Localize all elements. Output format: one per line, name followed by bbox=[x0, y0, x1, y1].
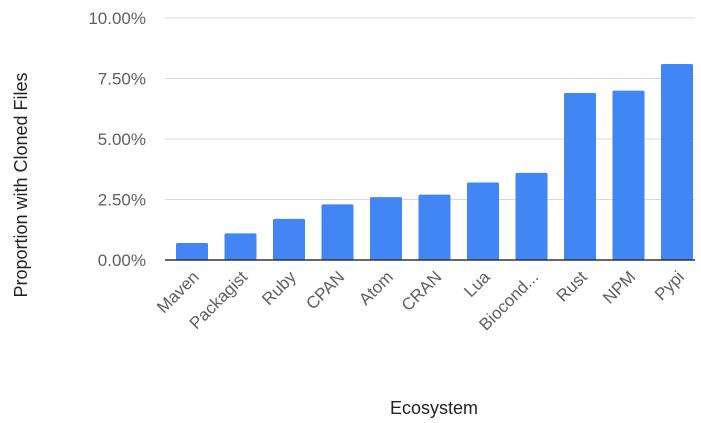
x-tick-label: Lua bbox=[460, 267, 494, 301]
y-tick-labels: 0.00% 2.50% 5.00% 7.50% 10.00% bbox=[88, 9, 146, 270]
bar-packagist bbox=[224, 233, 257, 260]
bar-ruby bbox=[273, 218, 305, 260]
x-tick-label: Rust bbox=[553, 267, 591, 305]
x-axis-title: Ecosystem bbox=[390, 398, 478, 418]
bar-maven bbox=[176, 243, 208, 260]
bar-npm bbox=[612, 90, 645, 260]
x-tick-label: Ruby bbox=[258, 267, 300, 309]
y-tick-label: 7.50% bbox=[98, 70, 146, 89]
y-tick-label: 5.00% bbox=[98, 130, 146, 149]
bars bbox=[176, 63, 693, 261]
x-tick-label: CPAN bbox=[302, 267, 348, 313]
x-tick-label: Pypi bbox=[651, 267, 688, 304]
bar-pypi bbox=[661, 63, 693, 261]
y-axis-title: Proportion with Cloned Files bbox=[11, 72, 31, 297]
x-tick-label: Atom bbox=[355, 267, 396, 308]
bar-atom bbox=[370, 197, 402, 260]
bar-cpan bbox=[321, 204, 354, 260]
x-tick-label: NPM bbox=[599, 267, 639, 307]
bar-lua bbox=[467, 182, 499, 260]
y-tick-label: 2.50% bbox=[98, 191, 146, 210]
bar-biocond bbox=[515, 172, 548, 260]
y-tick-label: 10.00% bbox=[88, 9, 146, 28]
bar-cran bbox=[418, 194, 451, 260]
bar-rust bbox=[564, 93, 596, 261]
x-tick-label: CRAN bbox=[398, 267, 445, 314]
y-tick-label: 0.00% bbox=[98, 251, 146, 270]
